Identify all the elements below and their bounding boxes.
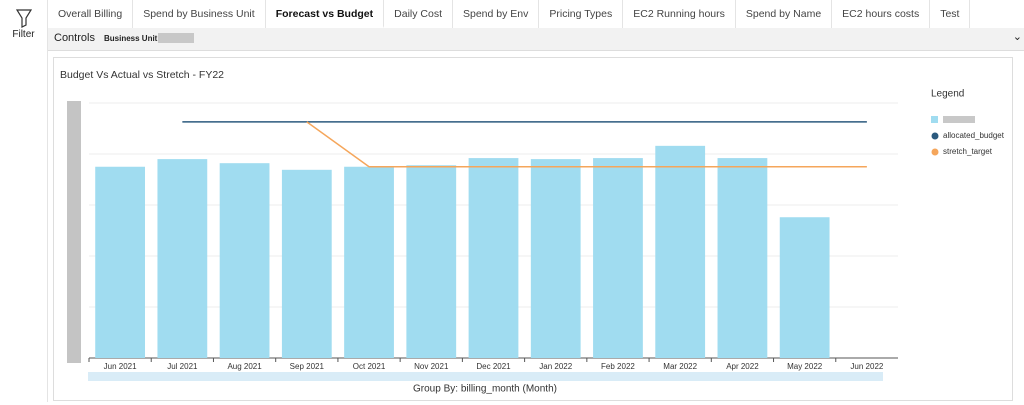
legend-label: allocated_budget [943,131,1005,140]
scroll-bar[interactable] [88,372,883,381]
sidebar: Filter [0,0,48,402]
tab[interactable]: Spend by Business Unit [133,0,266,28]
filter-icon[interactable] [0,8,47,36]
tab[interactable]: EC2 Running hours [623,0,736,28]
x-tick-label: Sep 2021 [290,362,325,371]
tab-bar: Overall Billing Spend by Business Unit For… [48,0,1024,29]
legend-swatch [931,132,939,140]
x-tick-label: Jun 2022 [850,362,883,371]
line [306,121,867,168]
legend-swatch [931,148,939,156]
bar [530,159,581,358]
bar [95,166,146,358]
redacted-axis [67,101,81,363]
x-tick-label: Feb 2022 [601,362,635,371]
x-tick-label: Oct 2021 [353,362,386,371]
bar [593,158,643,358]
x-tick-label: Dec 2021 [476,362,511,371]
filter-label[interactable]: Filter [12,29,35,40]
tab[interactable]: EC2 hours costs [832,0,931,28]
legend-label: stretch_target [943,147,993,156]
expand-chevron[interactable]: ⌄ [1012,31,1022,43]
tab[interactable]: Overall Billing [48,0,134,28]
bar [406,165,457,358]
x-tick-label: Mar 2022 [663,362,697,371]
legend-swatch [931,116,938,123]
bar [717,158,768,358]
bar [281,169,332,358]
redacted-legend-label [943,116,975,123]
x-tick-label: Apr 2022 [726,362,759,371]
redacted-value [158,33,194,43]
x-tick-label: Jan 2022 [539,362,572,371]
control-label: Business Unit [104,34,158,43]
x-tick-label: Jun 2021 [104,362,137,371]
bar [344,166,394,358]
chart: Budget Vs Actual vs Stretch - FY22 Group… [60,69,1005,395]
controls-bar: Controls Business Unit ⌄ [48,28,1024,51]
tab[interactable]: Pricing Types [539,0,624,28]
legend-title: Legend [931,89,964,100]
x-tick-label: Nov 2021 [414,362,449,371]
tab[interactable]: Test [930,0,971,28]
tab[interactable]: Forecast vs Budget [265,0,385,28]
tab[interactable]: Spend by Env [453,0,540,28]
tab[interactable]: Spend by Name [736,0,833,28]
bar [157,159,208,358]
bar [779,217,830,358]
bar [468,158,519,358]
controls-title[interactable]: Controls [54,32,95,44]
x-tick-label: Aug 2021 [227,362,262,371]
x-axis-title: Group By: billing_month (Month) [413,384,557,395]
chart-panel: Budget Vs Actual vs Stretch - FY22 Group… [53,57,1013,401]
tab[interactable]: Daily Cost [384,0,453,28]
chart-title: Budget Vs Actual vs Stretch - FY22 [60,69,224,81]
x-tick-label: May 2022 [787,362,823,371]
x-tick-label: Jul 2021 [167,362,198,371]
bar [219,163,270,358]
bar [655,145,706,358]
